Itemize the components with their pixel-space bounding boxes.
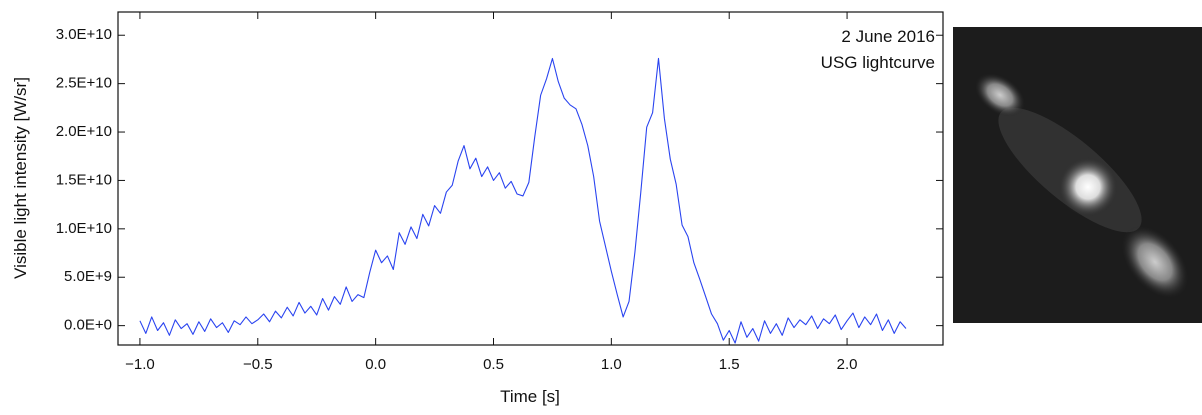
y-tick-label: 0.0E+0 (64, 317, 112, 334)
x-tick-label: −1.0 (125, 356, 155, 373)
light-curve (139, 57, 907, 344)
x-axis-label: Time [s] (500, 387, 560, 406)
x-tick-label: 0.0 (365, 356, 386, 373)
annotation: USG lightcurve (821, 53, 935, 72)
y-tick-label: 2.5E+10 (56, 75, 112, 92)
sky-image (953, 27, 1202, 323)
annotation: 2 June 2016 (841, 27, 935, 46)
y-tick-label: 3.0E+10 (56, 26, 112, 43)
y-tick-label: 2.0E+10 (56, 123, 112, 140)
y-tick-label: 5.0E+9 (64, 268, 112, 285)
x-tick-label: 1.0 (601, 356, 622, 373)
y-axis-label: Visible light intensity [W/sr] (11, 77, 30, 279)
y-tick-label: 1.5E+10 (56, 171, 112, 188)
x-tick-label: 0.5 (483, 356, 504, 373)
x-tick-label: −0.5 (243, 356, 273, 373)
x-tick-label: 1.5 (719, 356, 740, 373)
plot-frame (117, 11, 944, 346)
y-tick-label: 1.0E+10 (56, 220, 112, 237)
x-tick-label: 2.0 (837, 356, 858, 373)
